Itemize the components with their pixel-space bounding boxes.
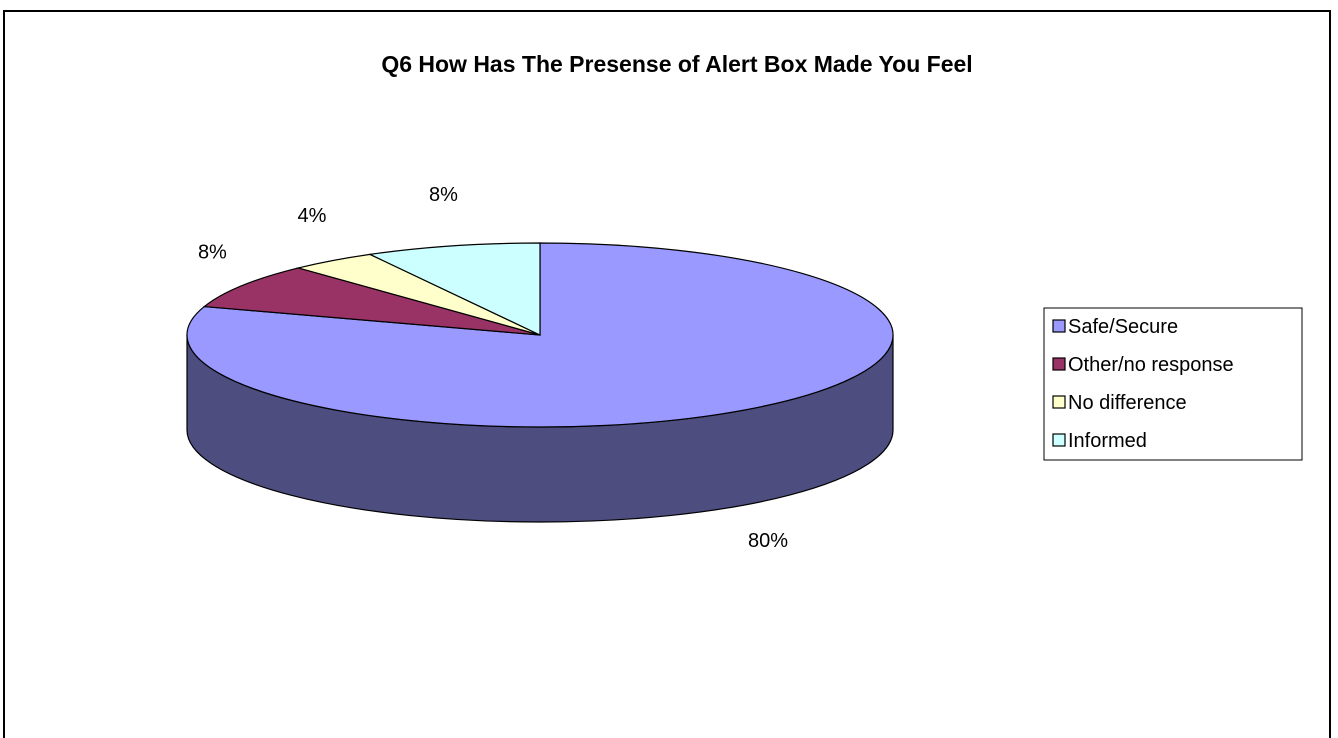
data-labels: 80% 8% 4% 8% — [198, 184, 788, 552]
legend-box — [1043, 307, 1303, 461]
legend-label-informed: Informed — [1068, 430, 1147, 452]
legend-swatch-no-difference — [1052, 395, 1066, 409]
legend-label-safe-secure: Safe/Secure — [1068, 316, 1178, 338]
data-label-informed: 8% — [429, 184, 458, 206]
chart-title: Q6 How Has The Presense of Alert Box Mad… — [381, 51, 972, 77]
legend-swatch-other-no-response — [1052, 357, 1066, 371]
legend-swatch-informed — [1052, 433, 1066, 447]
legend-label-other-no-response: Other/no response — [1068, 354, 1234, 376]
pie-slice-safe-secure — [186, 242, 894, 428]
pie-slice-informed — [367, 242, 541, 336]
legend-swatch-safe-secure — [1052, 319, 1066, 333]
pie-group — [186, 242, 894, 523]
legend: Safe/Secure Other/no response No differenc… — [1043, 307, 1303, 461]
data-label-other-no-response: 8% — [198, 241, 227, 263]
data-label-safe-secure: 80% — [748, 530, 788, 552]
legend-label-no-difference: No difference — [1068, 392, 1187, 414]
data-label-no-difference: 4% — [297, 205, 326, 227]
pie-slice-other-no-response — [202, 267, 541, 336]
